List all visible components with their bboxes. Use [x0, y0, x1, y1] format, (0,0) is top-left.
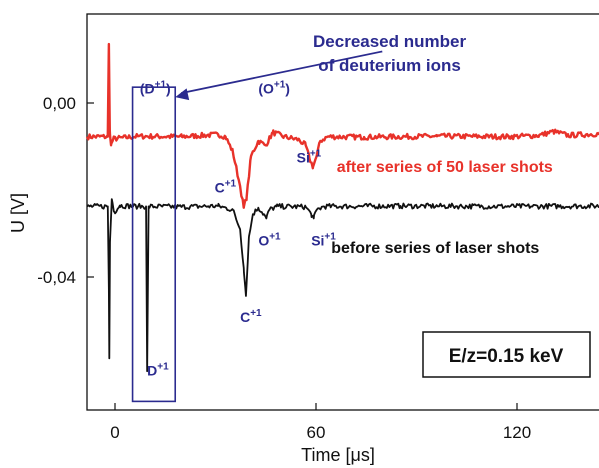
- energy-box-frame: [422, 331, 591, 378]
- y-tick-label-0: 0,00: [43, 94, 76, 113]
- peak-label-5: Si+1: [311, 232, 336, 249]
- deuterium-highlight-box: [131, 86, 177, 403]
- peak-label-3: Si+1: [297, 149, 322, 166]
- axes: 0 60 120 0,00 -0,04 Time [μs] U [V]: [8, 13, 599, 465]
- annotation-layer: (D+1) (O+1) C+1 Si+1 O+1 Si+1 C+1 D+1 after seri…: [140, 80, 553, 379]
- series-line-before: [86, 198, 599, 373]
- energy-box: E/z=0.15 keV: [422, 331, 591, 378]
- series-layer: [85, 42, 599, 373]
- x-axis-title: Time [μs]: [301, 445, 375, 465]
- peak-label-6: C+1: [240, 308, 262, 325]
- callout-text-line-1: Decreased number: [313, 32, 466, 51]
- callout-arrow-head: [175, 88, 190, 101]
- peak-label-7: D+1: [147, 362, 169, 379]
- peak-label-2: C+1: [215, 179, 237, 196]
- series-label-after: after series of 50 laser shots: [337, 159, 553, 176]
- peak-label-0: (D+1): [140, 80, 171, 97]
- plot-frame: [86, 13, 599, 411]
- peak-label-4: O+1: [258, 232, 281, 249]
- x-tick-label-0: 0: [110, 423, 119, 442]
- series-label-before: before series of laser shots: [331, 240, 539, 257]
- callout-layer: Decreased number of deuterium ions: [131, 32, 466, 403]
- x-tick-label-120: 120: [503, 423, 531, 442]
- callout-text-line-2: of deuterium ions: [318, 56, 461, 75]
- energy-label: E/z=0.15 keV: [449, 346, 564, 367]
- series-line-after: [85, 42, 599, 209]
- callout-arrow-line: [181, 50, 383, 94]
- y-axis-title: U [V]: [8, 193, 28, 233]
- peak-label-1: (O+1): [258, 80, 290, 97]
- y-tick-label-minus-0.04: -0,04: [37, 268, 76, 287]
- x-tick-label-60: 60: [307, 423, 326, 442]
